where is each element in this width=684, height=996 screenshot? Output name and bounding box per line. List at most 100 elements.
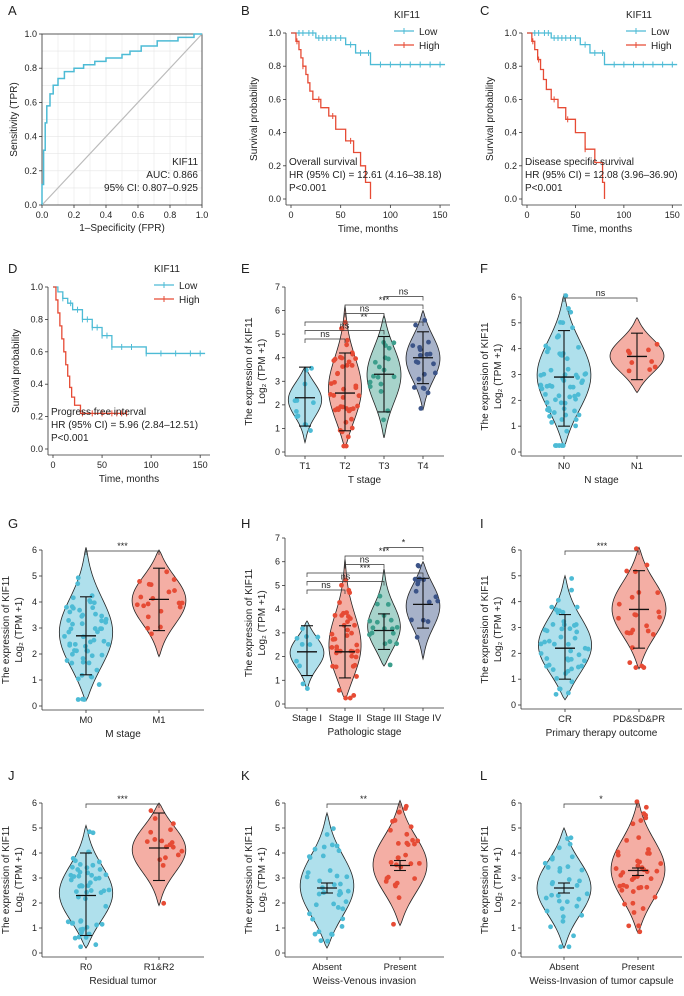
data-point — [103, 619, 109, 625]
x-tick-label: 0 — [288, 210, 293, 220]
data-point — [349, 425, 355, 431]
y-tick-label: 0.6 — [504, 94, 517, 104]
y-tick-label: 0 — [511, 447, 516, 457]
y-tick-label: 5 — [511, 318, 516, 328]
data-point — [312, 846, 318, 852]
panel-letter: K — [241, 768, 250, 783]
data-point — [626, 368, 632, 374]
y-tick-label: 5 — [275, 823, 280, 833]
data-point — [644, 623, 649, 629]
data-point — [103, 903, 109, 909]
data-point — [391, 340, 397, 346]
significance-bracket — [306, 589, 346, 594]
data-point — [89, 872, 95, 878]
y-axis-label-2: Log₂ (TPM +1) — [14, 597, 25, 662]
significance-bracket — [344, 304, 424, 309]
y-tick-label: 3 — [511, 873, 516, 883]
significance-label: ** — [360, 312, 368, 322]
data-point — [542, 860, 548, 866]
significance-bracket — [344, 555, 424, 560]
data-point — [68, 626, 74, 632]
data-point — [425, 390, 431, 396]
data-point — [175, 852, 181, 858]
x-axis-label: Time, months — [338, 224, 398, 235]
data-point — [158, 608, 164, 614]
x-tick-label: 150 — [433, 210, 448, 220]
x-axis-label: N stage — [584, 475, 619, 486]
data-point — [308, 428, 313, 433]
y-tick-label: 0 — [511, 700, 516, 710]
y-tick-label: 0.6 — [268, 94, 281, 104]
data-point — [567, 626, 573, 632]
data-point — [349, 363, 355, 368]
data-point — [87, 639, 93, 645]
data-point — [560, 609, 566, 615]
data-point — [555, 893, 561, 898]
data-point — [385, 601, 391, 607]
data-point — [412, 576, 418, 582]
data-point — [637, 929, 643, 935]
data-point — [321, 844, 327, 850]
data-point — [553, 397, 558, 403]
data-point — [636, 835, 642, 840]
data-point — [331, 358, 337, 364]
data-point — [550, 667, 556, 673]
data-point — [343, 695, 349, 701]
y-tick-label: 5 — [511, 571, 516, 581]
significance-label: ns — [340, 321, 350, 331]
y-tick-label: 4 — [32, 848, 37, 858]
data-point — [349, 416, 354, 422]
data-point — [579, 912, 585, 918]
data-point — [567, 841, 573, 847]
data-point — [627, 660, 633, 666]
data-point — [647, 367, 653, 372]
x-axis-label: Pathologic stage — [328, 727, 402, 738]
data-point — [413, 588, 419, 594]
data-point — [337, 881, 343, 887]
data-point — [345, 619, 350, 625]
significance-bracket — [383, 296, 424, 301]
data-point — [409, 617, 414, 623]
data-point — [304, 686, 310, 691]
data-point — [571, 933, 576, 939]
data-point — [329, 631, 335, 637]
y-tick-label: 4 — [275, 604, 280, 614]
data-point — [106, 887, 112, 893]
data-point — [75, 697, 81, 702]
data-point — [375, 374, 381, 380]
y-tick-label: 5 — [32, 823, 37, 833]
data-point — [544, 400, 550, 405]
legend-title: KIF11 — [154, 264, 180, 275]
data-point — [330, 636, 336, 642]
data-point — [382, 641, 388, 647]
data-point — [340, 916, 346, 922]
data-point — [569, 576, 575, 581]
y-tick-label: 0 — [32, 701, 37, 711]
data-point — [331, 882, 337, 888]
x-tick-label: Present — [622, 962, 655, 973]
y-axis-label: Survival probability — [485, 77, 496, 161]
data-point — [550, 622, 556, 627]
data-point — [567, 394, 573, 400]
data-point — [551, 641, 557, 647]
x-tick-label: M1 — [152, 715, 165, 726]
legend-title: KIF11 — [394, 10, 420, 21]
y-tick-label: 5 — [275, 329, 280, 339]
data-point — [658, 861, 664, 866]
data-point — [547, 413, 552, 419]
data-point — [64, 604, 69, 610]
x-axis-label: M stage — [105, 729, 141, 740]
x-tick-label: CR — [558, 714, 572, 725]
data-point — [334, 843, 340, 849]
y-tick-label: 1 — [275, 675, 280, 685]
data-point — [334, 873, 340, 879]
y-tick-label: 7 — [275, 533, 280, 543]
roc-annotation: 95% CI: 0.807–0.925 — [104, 183, 198, 194]
data-point — [88, 888, 94, 893]
data-point — [338, 890, 344, 896]
legend-high-label: High — [651, 41, 672, 52]
y-axis-label-2: Log₂ (TPM +1) — [493, 847, 504, 912]
data-point — [652, 364, 658, 370]
data-point — [330, 826, 336, 832]
data-point — [544, 656, 550, 661]
